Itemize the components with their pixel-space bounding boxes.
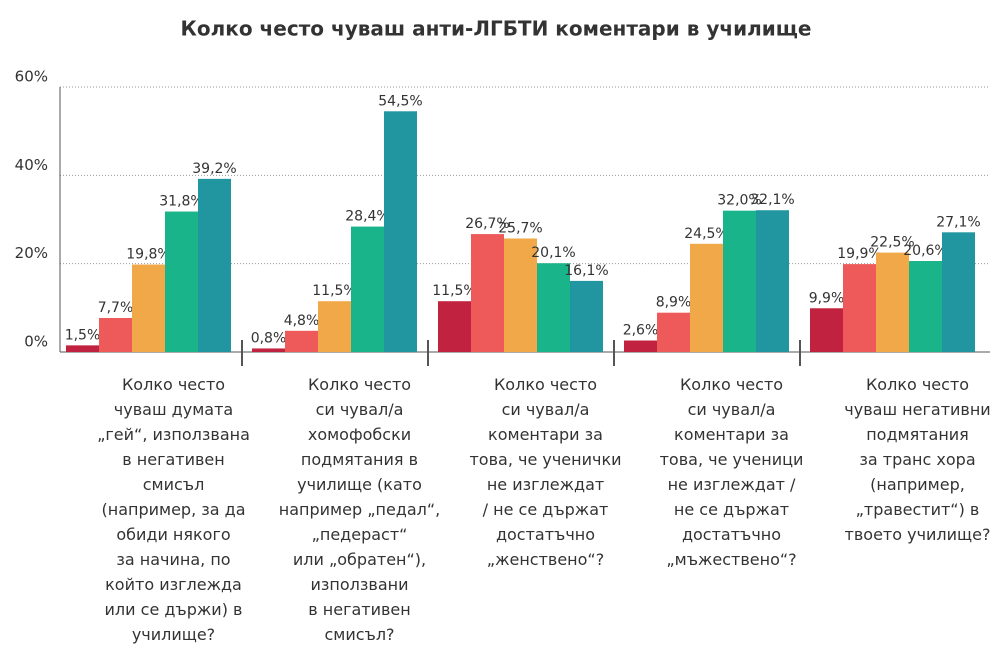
bar <box>252 348 285 352</box>
bar <box>132 264 165 352</box>
value-label: 4,8% <box>284 313 320 329</box>
value-label: 25,7% <box>498 220 542 236</box>
value-label: 16,1% <box>564 263 608 279</box>
value-label: 1,5% <box>65 327 101 343</box>
value-label: 7,7% <box>98 300 134 316</box>
value-label: 27,1% <box>936 214 980 230</box>
value-label: 2,6% <box>623 323 659 339</box>
bar <box>66 345 99 352</box>
bar <box>99 317 132 352</box>
bar <box>810 308 843 352</box>
bar <box>624 340 657 352</box>
bar <box>351 226 384 352</box>
value-label: 11,5% <box>432 283 476 299</box>
value-label: 11,5% <box>312 283 356 299</box>
value-label: 31,8% <box>159 194 203 210</box>
bar <box>438 301 471 352</box>
bar <box>318 301 351 352</box>
bar <box>471 234 504 352</box>
y-tick-label: 40% <box>15 156 48 174</box>
y-tick-label: 0% <box>24 333 48 351</box>
y-tick-label: 20% <box>15 244 48 262</box>
value-label: 8,9% <box>656 295 692 311</box>
bar <box>537 263 570 352</box>
bar <box>198 178 231 352</box>
x-tick-label: Колко често си чувал/а хомофобски подмят… <box>278 375 441 644</box>
bar <box>384 111 417 353</box>
value-label: 26,7% <box>465 216 509 232</box>
value-label: 20,6% <box>903 243 947 259</box>
x-tick-label: Колко често си чувал/а коментари за това… <box>469 375 622 569</box>
bar <box>876 252 909 352</box>
value-label: 24,5% <box>684 226 728 242</box>
x-tick-label: Колко често чуваш негативни подмятания з… <box>844 375 991 544</box>
bar <box>909 261 942 352</box>
bar <box>570 280 603 352</box>
value-label: 32,1% <box>750 192 794 208</box>
value-label: 19,8% <box>126 247 170 263</box>
x-tick-label: Колко често чуваш думата „гей“, използва… <box>97 375 250 644</box>
bar <box>657 312 690 352</box>
value-label: 19,9% <box>837 246 881 262</box>
bar <box>165 211 198 352</box>
value-label: 54,5% <box>378 93 422 109</box>
chart-title: Колко често чуваш анти-ЛГБТИ коментари в… <box>181 17 812 41</box>
bar <box>723 210 756 352</box>
bar <box>756 210 789 352</box>
value-label: 22,5% <box>870 235 914 251</box>
value-label: 9,9% <box>809 290 845 306</box>
value-label: 39,2% <box>192 161 236 177</box>
value-label: 0,8% <box>251 330 287 346</box>
bar <box>690 243 723 352</box>
bar <box>843 264 876 352</box>
bar <box>285 330 318 352</box>
value-label: 32,0% <box>717 193 761 209</box>
y-tick-label: 60% <box>15 68 48 86</box>
value-label: 20,1% <box>531 245 575 261</box>
bar <box>942 232 975 352</box>
value-label: 28,4% <box>345 209 389 225</box>
x-tick-label: Колко често си чувал/а коментари за това… <box>659 375 804 569</box>
bar <box>504 238 537 352</box>
